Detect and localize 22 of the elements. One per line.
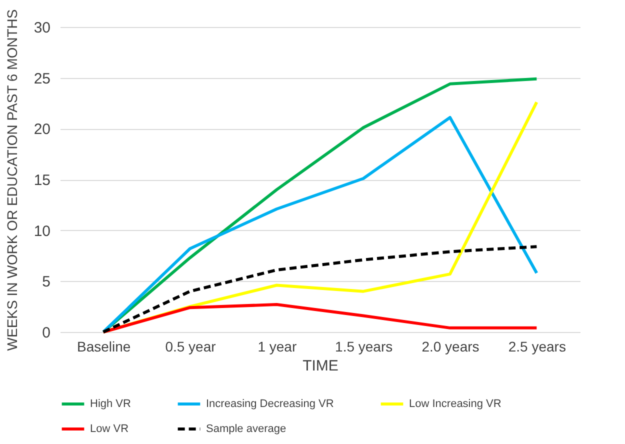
x-tick-label: 1 year bbox=[258, 338, 297, 354]
line-series bbox=[102, 303, 538, 334]
legend-label: Sample average bbox=[206, 423, 286, 435]
y-tick-label: 5 bbox=[42, 274, 50, 291]
y-tick-label: 25 bbox=[34, 70, 50, 88]
legend-label: Increasing Decreasing VR bbox=[206, 398, 334, 410]
x-tick-label: 1.5 years bbox=[335, 338, 393, 354]
legend-label: Low Increasing VR bbox=[409, 398, 502, 410]
x-tick-label: 2.5 years bbox=[508, 338, 566, 354]
x-tick-label: 2.0 years bbox=[422, 338, 480, 354]
y-tick-label: 30 bbox=[34, 20, 50, 36]
y-tick-label: 20 bbox=[34, 121, 50, 138]
y-tick-label: 15 bbox=[34, 172, 50, 189]
y-tick-label: 0 bbox=[42, 324, 50, 342]
legend-label: High VR bbox=[90, 398, 132, 410]
x-tick-label: Baseline bbox=[76, 338, 131, 354]
line-series bbox=[102, 245, 538, 334]
legend-label: Low VR bbox=[90, 423, 129, 435]
x-tick-label: 0.5 year bbox=[165, 338, 216, 354]
y-tick-label: 10 bbox=[34, 222, 50, 240]
x-axis-title: TIME bbox=[302, 358, 338, 374]
y-axis-title: WEEKS IN WORK OR EDUCATION PAST 6 MONTHS bbox=[4, 9, 20, 351]
